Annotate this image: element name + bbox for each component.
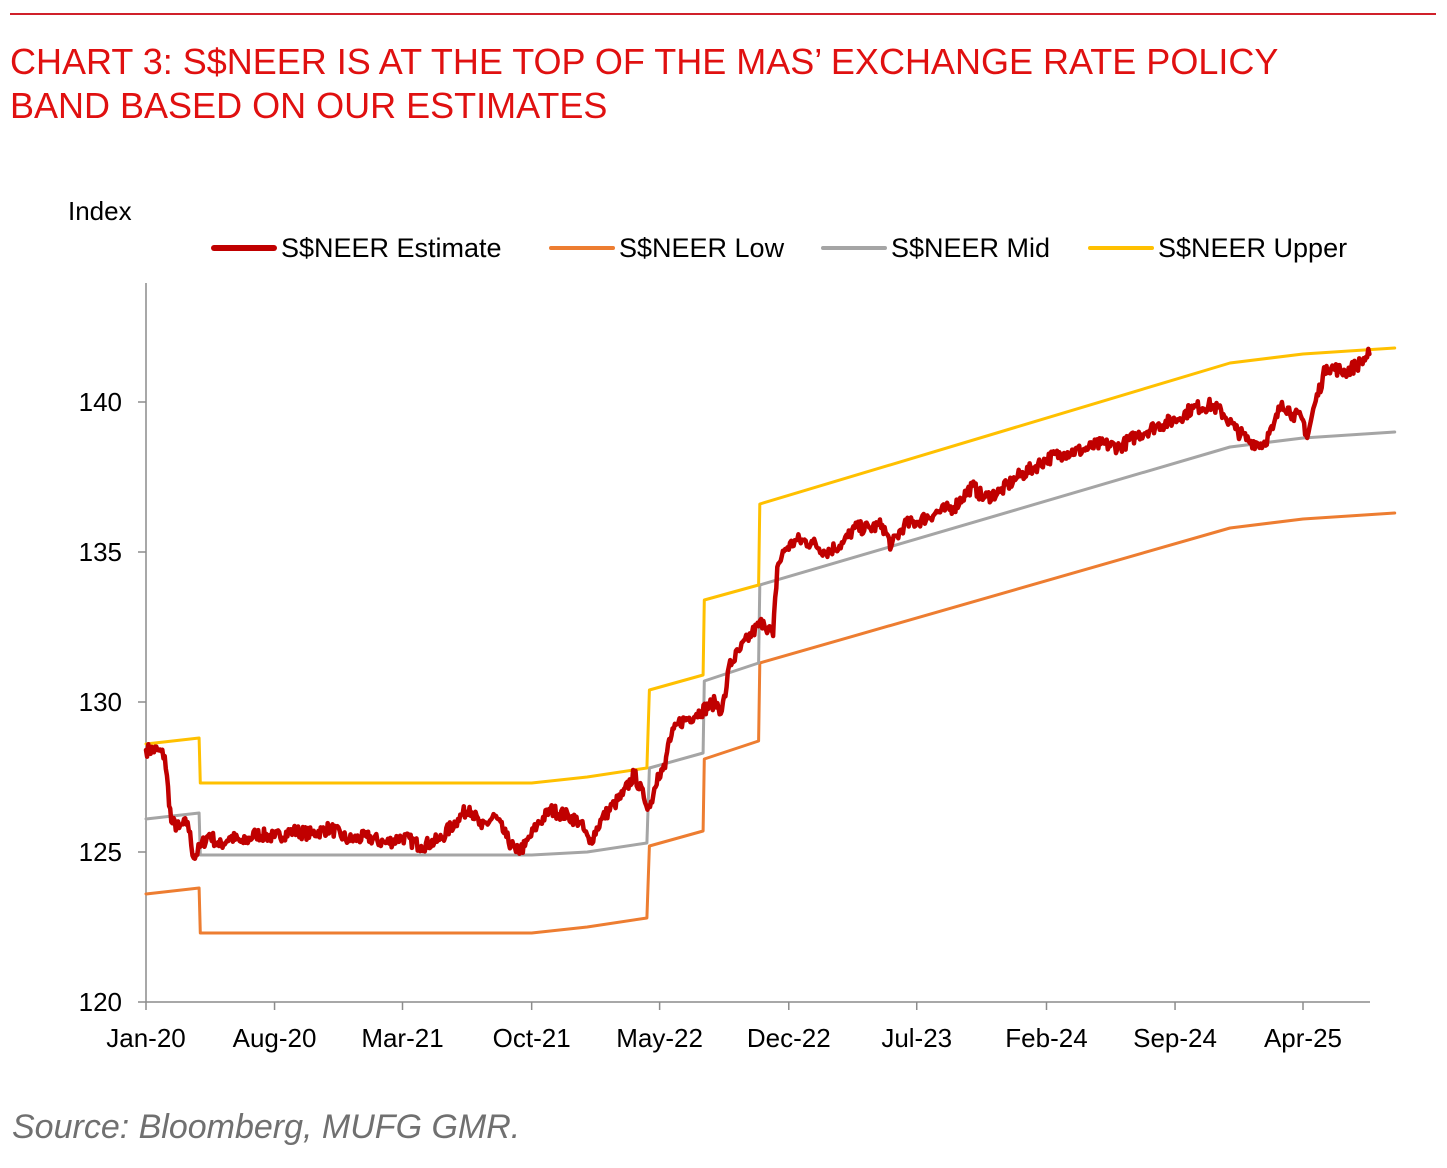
x-tick-label: Jan-20 — [106, 1023, 186, 1053]
chart-title-line-2: BAND BASED ON OUR ESTIMATES — [10, 85, 608, 126]
x-tick-label: Jul-23 — [881, 1023, 952, 1053]
chart-title: CHART 3: S$NEER IS AT THE TOP OF THE MAS… — [10, 40, 1430, 128]
x-tick-label: Apr-25 — [1264, 1023, 1342, 1053]
y-tick-label: 120 — [79, 987, 122, 1017]
legend-item-upper: S$NEER Upper — [1088, 228, 1347, 268]
legend-item-low: S$NEER Low — [549, 228, 784, 268]
x-tick-label: Feb-24 — [1005, 1023, 1087, 1053]
x-tick-label: May-22 — [616, 1023, 703, 1053]
x-tick-label: Mar-21 — [361, 1023, 443, 1053]
x-tick-label: Oct-21 — [493, 1023, 571, 1053]
x-tick-label: Sep-24 — [1133, 1023, 1217, 1053]
legend-label-mid: S$NEER Mid — [891, 232, 1051, 263]
series-line-upper — [144, 346, 1397, 785]
y-tick-label: 140 — [79, 387, 122, 417]
top-rule — [10, 13, 1436, 15]
series-line-mid — [144, 430, 1397, 857]
y-axis-title: Index — [68, 196, 132, 226]
chart-title-line-1: CHART 3: S$NEER IS AT THE TOP OF THE MAS… — [10, 41, 1279, 82]
legend-label-estimate: S$NEER Estimate — [281, 232, 502, 263]
legend-swatch-mid — [821, 246, 887, 250]
series-line-estimate — [143, 346, 1372, 861]
y-tick-label: 135 — [79, 537, 122, 567]
x-tick-label: Aug-20 — [233, 1023, 317, 1053]
chart-legend: S$NEER Estimate S$NEER Low S$NEER Mid S$… — [0, 228, 1447, 268]
source-note: Source: Bloomberg, MUFG GMR. — [12, 1108, 521, 1146]
legend-swatch-upper — [1088, 246, 1154, 250]
legend-item-mid: S$NEER Mid — [821, 228, 1050, 268]
chart-axes: 120 125 130 135 140 Jan-20 Aug-20 Mar-21 Oct-21 M… — [79, 283, 1370, 1053]
y-tick-label: 130 — [79, 687, 122, 717]
y-tick-label: 125 — [79, 837, 122, 867]
legend-item-estimate: S$NEER Estimate — [211, 228, 502, 268]
x-tick-label: Dec-22 — [747, 1023, 831, 1053]
legend-swatch-estimate — [211, 245, 277, 251]
series-line-low — [144, 511, 1397, 935]
legend-swatch-low — [549, 246, 615, 250]
legend-label-low: S$NEER Low — [619, 232, 785, 263]
chart-series — [143, 346, 1397, 935]
legend-label-upper: S$NEER Upper — [1158, 232, 1348, 263]
